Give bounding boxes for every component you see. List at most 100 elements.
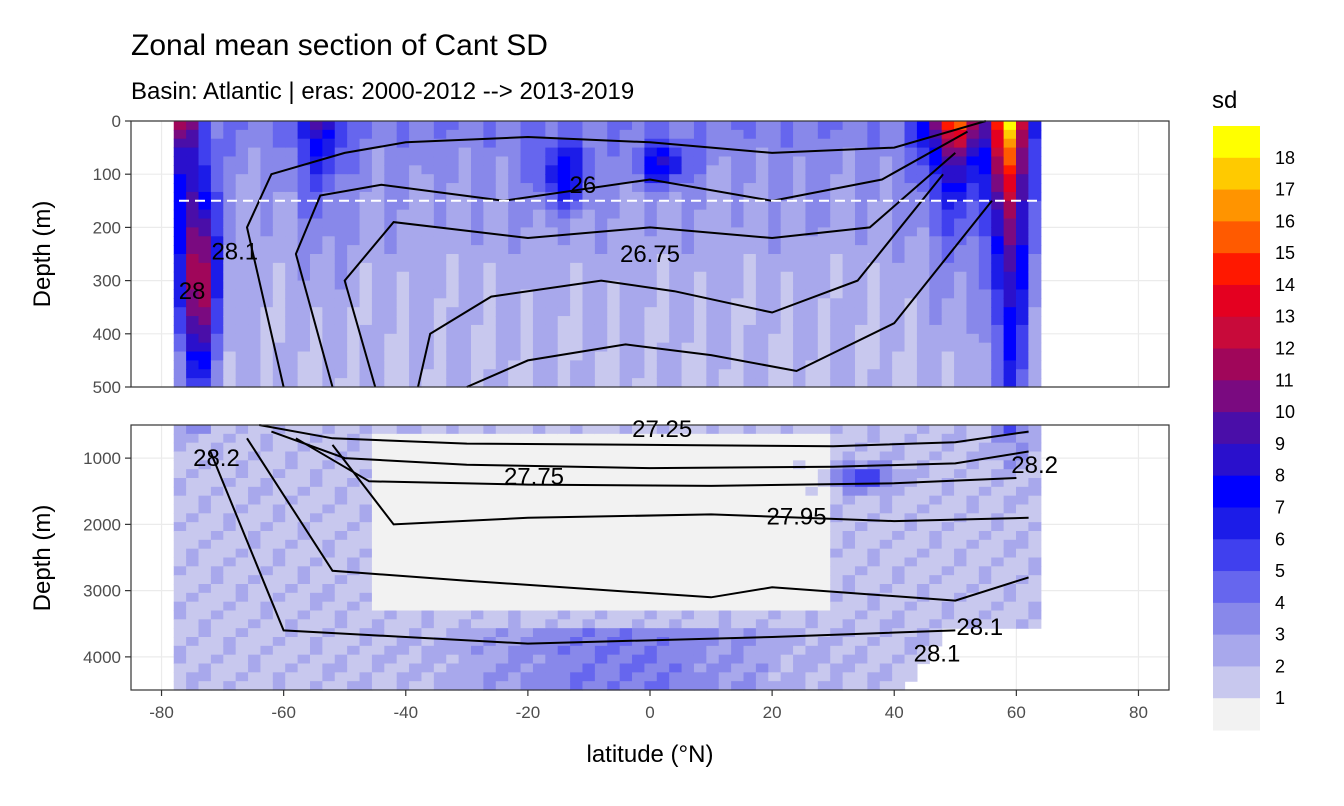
sd-cell (731, 200, 745, 211)
sd-cell (173, 156, 187, 166)
sd-cell (978, 486, 992, 497)
sd-cell (817, 672, 831, 682)
sd-cell (718, 165, 732, 175)
sd-cell (693, 469, 707, 479)
sd-cell (198, 601, 212, 612)
sd-cell (471, 645, 484, 656)
sd-cell (706, 307, 720, 317)
sd-cell (384, 236, 398, 246)
sd-cell (532, 486, 546, 497)
sd-cell (594, 610, 608, 620)
sd-cell (557, 165, 571, 175)
sd-cell (186, 645, 200, 656)
sd-cell (1028, 369, 1042, 379)
sd-cell (446, 486, 460, 497)
sd-cell (656, 425, 670, 435)
sd-cell (371, 333, 385, 344)
sd-cell (545, 218, 559, 228)
sd-cell (706, 121, 720, 131)
sd-cell (545, 619, 559, 629)
sd-cell (1028, 495, 1042, 506)
sd-cell (954, 147, 968, 158)
sd-cell (916, 342, 930, 353)
sd-cell (173, 333, 187, 344)
sd-cell (260, 378, 274, 388)
sd-cell (223, 200, 237, 211)
sd-cell (892, 601, 906, 612)
sd-cell (272, 575, 286, 585)
sd-cell (458, 147, 472, 158)
sd-cell (879, 584, 893, 594)
sd-cell (904, 654, 918, 665)
sd-cell (743, 425, 757, 435)
sd-cell (706, 138, 720, 149)
sd-cell (532, 548, 546, 559)
sd-cell (1016, 566, 1029, 576)
sd-cell (768, 610, 782, 620)
sd-cell (706, 672, 720, 682)
legend-label: 4 (1275, 593, 1285, 613)
sd-cell (297, 200, 311, 211)
sd-cell (892, 236, 906, 246)
sd-cell (669, 645, 683, 656)
sd-cell (656, 121, 670, 131)
sd-cell (805, 637, 819, 647)
sd-cell (892, 442, 906, 453)
sd-cell (706, 191, 720, 202)
sd-cell (495, 191, 509, 202)
sd-cell (371, 672, 385, 682)
sd-cell (570, 333, 584, 344)
sd-cell (483, 451, 497, 461)
sd-cell (793, 378, 807, 388)
sd-cell (941, 289, 955, 299)
sd-cell (669, 174, 683, 184)
sd-cell (929, 575, 943, 585)
sd-cell (210, 324, 224, 335)
sd-cell (483, 342, 497, 353)
sd-cell (681, 369, 695, 379)
sd-cell (607, 138, 621, 149)
sd-cell (929, 548, 943, 559)
sd-cell (768, 369, 782, 379)
sd-cell (780, 378, 794, 388)
sd-cell (371, 513, 385, 523)
sd-cell (867, 637, 881, 647)
sd-cell (210, 360, 224, 370)
sd-cell (656, 433, 670, 444)
sd-cell (681, 566, 695, 576)
sd-cell (978, 129, 992, 140)
sd-cell (334, 637, 348, 647)
sd-cell (743, 645, 757, 656)
sd-cell (817, 165, 831, 175)
sd-cell (954, 156, 968, 166)
sd-cell (1003, 129, 1017, 140)
sd-cell (780, 504, 794, 514)
sd-cell (954, 360, 968, 370)
sd-cell (805, 531, 819, 541)
sd-cell (260, 289, 274, 299)
sd-cell (248, 129, 262, 140)
sd-cell (879, 619, 893, 629)
sd-cell (186, 289, 200, 299)
sd-cell (842, 681, 856, 691)
sd-cell (235, 610, 249, 620)
sd-cell (520, 209, 534, 220)
sd-cell (334, 191, 348, 202)
sd-cell (198, 557, 212, 567)
sd-cell (409, 316, 423, 326)
sd-cell (991, 245, 1005, 255)
sd-cell (235, 138, 249, 149)
sd-cell (309, 218, 323, 228)
sd-cell (805, 280, 819, 291)
sd-cell (173, 513, 187, 523)
sd-cell (248, 351, 262, 361)
sd-cell (830, 316, 844, 326)
sd-cell (1003, 442, 1017, 453)
sd-cell (173, 522, 187, 532)
sd-cell (334, 209, 348, 220)
sd-cell (260, 663, 274, 673)
sd-cell (904, 271, 918, 282)
sd-cell (483, 654, 497, 665)
sd-cell (421, 442, 435, 453)
sd-cell (297, 289, 311, 299)
